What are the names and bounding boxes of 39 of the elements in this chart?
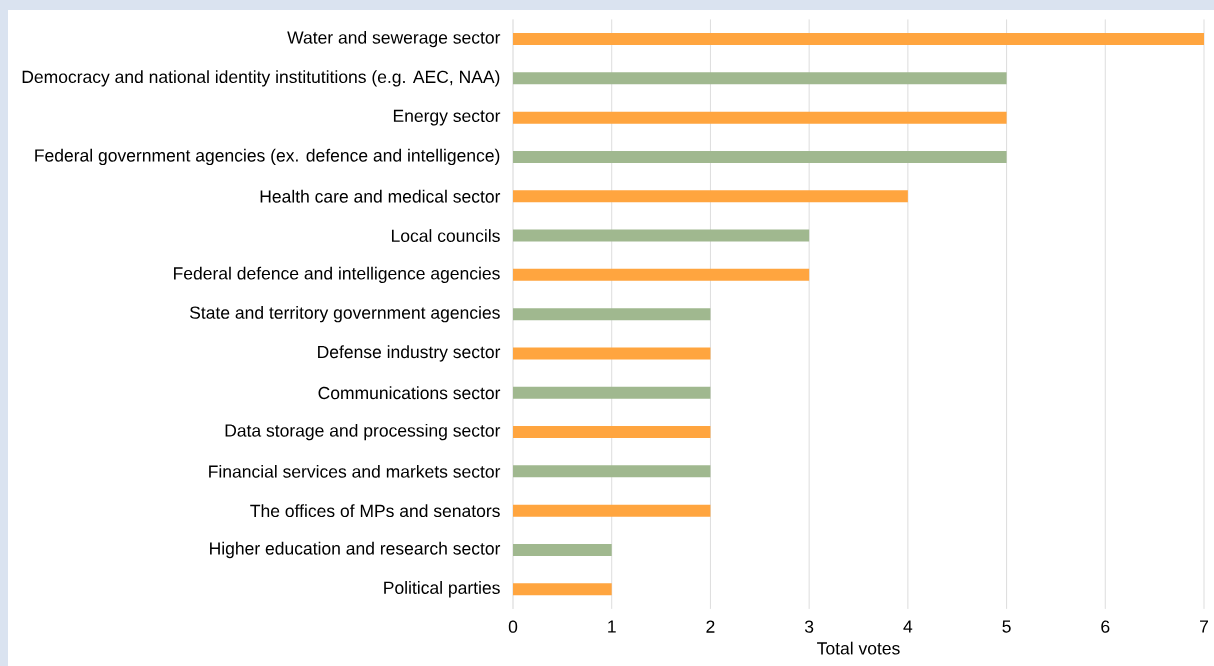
y-tick-label: Federal defence and intelligence agencies <box>174 266 500 284</box>
bar <box>513 386 711 399</box>
x-tick-label: 3 <box>804 620 814 633</box>
y-tick-label: Energy sector <box>393 109 501 126</box>
bar <box>513 190 908 203</box>
bar <box>513 426 711 439</box>
bar <box>513 150 1007 163</box>
y-tick-label: Financial services and markets sector <box>209 464 501 478</box>
x-tick-label: 7 <box>1200 620 1208 633</box>
bar <box>513 308 711 321</box>
y-tick-label: Local councils <box>391 229 500 242</box>
bar <box>513 33 1205 46</box>
y-tick-label: Data storage and processing sector <box>225 423 501 441</box>
y-tick-label: Political parties <box>384 581 500 598</box>
bar <box>513 347 711 360</box>
x-tick-label: 6 <box>1101 620 1110 633</box>
bar <box>513 111 1007 124</box>
x-tick-label: 2 <box>706 620 715 633</box>
y-tick-label: Defense industry sector <box>318 345 501 362</box>
x-axis-title: Total votes <box>817 641 900 655</box>
bar <box>513 504 711 517</box>
x-tick-label: 1 <box>608 620 616 633</box>
bar <box>513 229 810 242</box>
y-tick-label: Water and sewerage sector <box>287 30 501 48</box>
y-tick-label: Health care and medical sector <box>260 189 501 203</box>
bar <box>513 543 612 556</box>
bar <box>513 72 1007 85</box>
y-tick-label: The offices of MPs and senators <box>250 504 500 518</box>
bar <box>513 268 810 281</box>
y-tick-label: Federal government agencies (ex. defence and intelligence) <box>35 148 500 166</box>
y-tick-label: Higher education and research sector <box>210 541 501 559</box>
x-tick-label: 4 <box>903 620 913 633</box>
bar <box>513 583 612 596</box>
x-tick-label: 5 <box>1002 620 1011 633</box>
x-tick-label: 0 <box>508 620 518 633</box>
y-tick-label: Democracy and national identity institutitions (e.g. AEC, NAA) <box>22 70 500 87</box>
bar <box>513 465 711 478</box>
y-tick-label: State and territory government agencies <box>189 306 500 323</box>
y-tick-label: Communications sector <box>318 386 501 400</box>
